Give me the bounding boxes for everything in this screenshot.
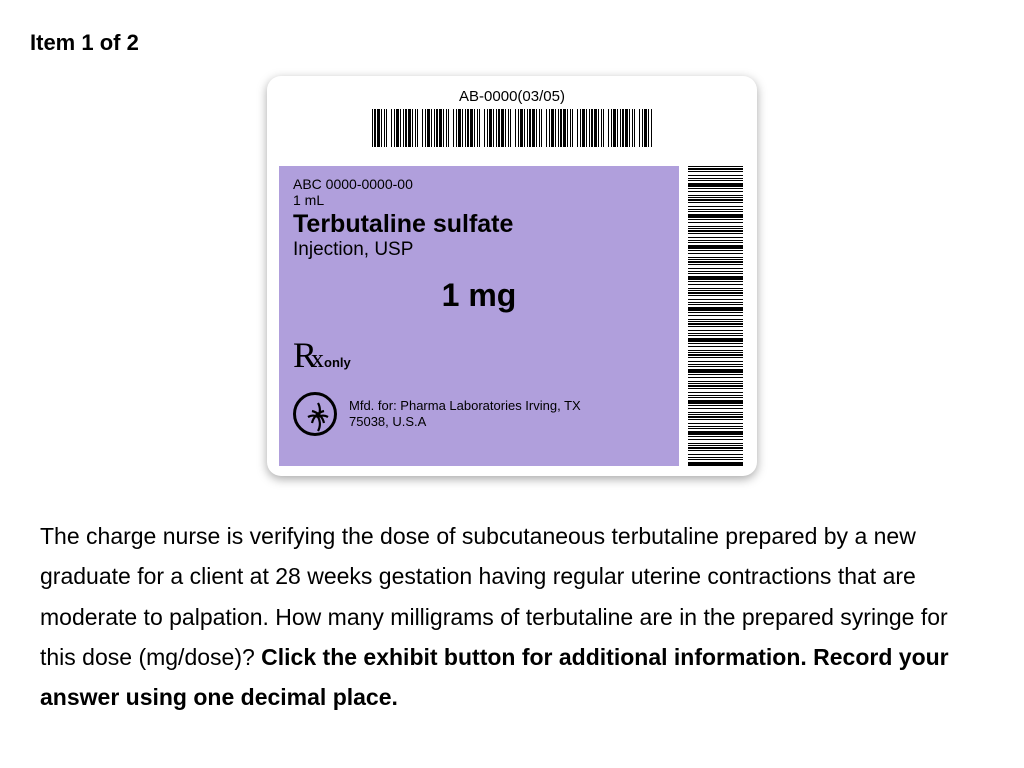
rx-only-text: only	[324, 355, 351, 370]
ndc-code: ABC 0000-0000-00	[293, 176, 665, 192]
manufacturer-line2: 75038, U.S.A	[349, 414, 581, 430]
drug-label-card: AB-0000(03/05) ABC 0000-0000-00 1 mL Ter…	[267, 76, 757, 476]
rx-only-row: Rx only	[293, 334, 665, 376]
dosage-form: Injection, USP	[293, 239, 665, 261]
lot-code: AB-0000(03/05)	[267, 88, 757, 105]
purple-info-panel: ABC 0000-0000-00 1 mL Terbutaline sulfat…	[279, 166, 679, 466]
rx-icon: Rx	[293, 334, 318, 376]
top-barcode	[372, 109, 652, 147]
side-barcode	[688, 166, 743, 466]
question-text: The charge nurse is verifying the dose o…	[40, 516, 984, 717]
item-counter: Item 1 of 2	[30, 30, 984, 56]
drug-name: Terbutaline sulfate	[293, 210, 665, 239]
volume: 1 mL	[293, 192, 665, 208]
manufacturer-row: Mfd. for: Pharma Laboratories Irving, TX…	[293, 392, 665, 436]
strength: 1 mg	[293, 277, 665, 314]
manufacturer-logo-icon	[293, 392, 337, 436]
manufacturer-text: Mfd. for: Pharma Laboratories Irving, TX…	[349, 398, 581, 431]
label-top-area: AB-0000(03/05)	[267, 76, 757, 152]
manufacturer-line1: Mfd. for: Pharma Laboratories Irving, TX	[349, 398, 581, 414]
